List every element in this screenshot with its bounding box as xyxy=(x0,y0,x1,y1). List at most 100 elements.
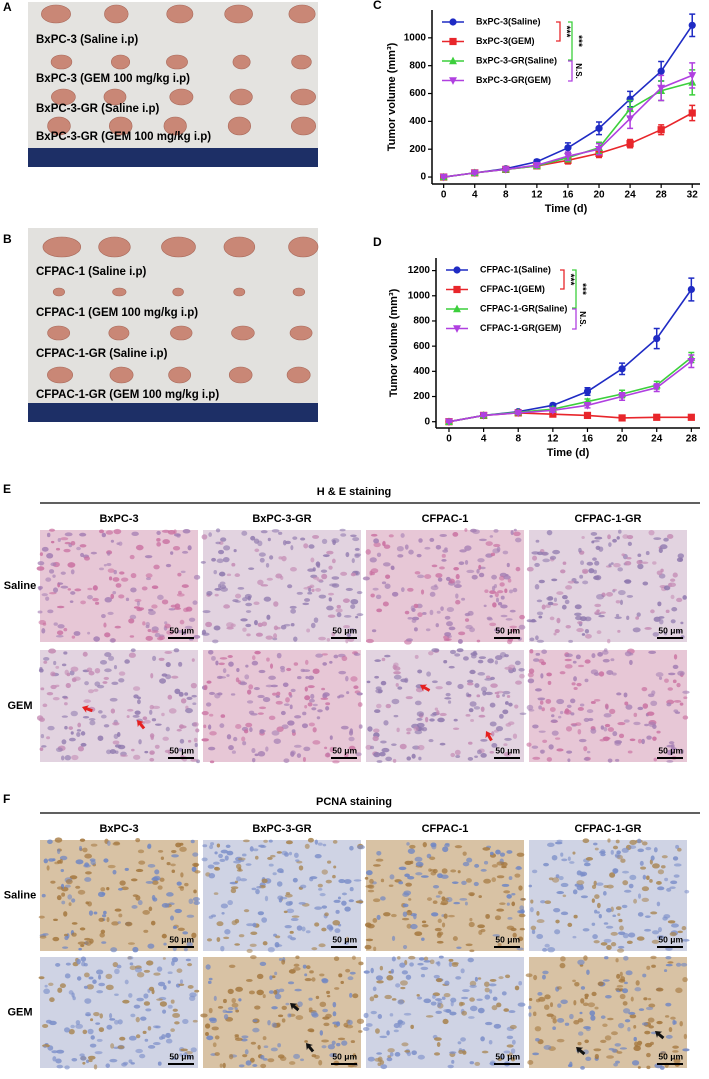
nucleus xyxy=(594,909,598,914)
nucleus xyxy=(611,1031,618,1036)
marker xyxy=(626,115,635,123)
nucleus xyxy=(437,717,445,723)
nucleus xyxy=(530,899,534,904)
nucleus xyxy=(682,938,690,942)
legend-label: CFPAC-1-GR(Saline) xyxy=(480,303,567,313)
nucleus xyxy=(45,1019,52,1024)
nucleus xyxy=(453,901,461,905)
tumor xyxy=(108,325,130,341)
ruler xyxy=(28,148,318,167)
significance-label: *** xyxy=(576,283,587,295)
nucleus xyxy=(205,621,213,628)
column-header: BxPC-3 xyxy=(99,513,138,525)
nucleus xyxy=(583,1026,591,1030)
nucleus xyxy=(206,938,213,942)
nucleus xyxy=(623,719,630,723)
nucleus xyxy=(496,875,505,879)
nucleus xyxy=(375,686,382,690)
nucleus xyxy=(503,1008,509,1012)
nucleus xyxy=(192,897,200,902)
nucleus xyxy=(374,675,379,679)
nucleus xyxy=(600,1039,607,1044)
nucleus xyxy=(322,843,327,847)
nucleus xyxy=(192,600,198,605)
nucleus xyxy=(87,1028,94,1035)
nucleus xyxy=(615,600,621,604)
nucleus xyxy=(148,986,155,992)
nucleus xyxy=(629,738,636,742)
nucleus xyxy=(348,730,354,736)
nucleus xyxy=(441,868,448,874)
nucleus xyxy=(46,865,50,871)
nucleus xyxy=(431,680,438,684)
nucleus xyxy=(234,943,241,946)
nucleus xyxy=(666,749,675,756)
nucleus xyxy=(321,927,327,932)
nucleus xyxy=(357,702,363,707)
nucleus xyxy=(448,626,456,631)
y-tick-label: 800 xyxy=(409,60,426,71)
nucleus xyxy=(616,536,620,540)
nucleus xyxy=(318,1059,323,1066)
nucleus xyxy=(180,570,186,574)
nucleus xyxy=(469,949,475,953)
nucleus xyxy=(489,851,494,856)
nucleus xyxy=(556,591,564,595)
nucleus xyxy=(329,1053,337,1058)
nucleus xyxy=(321,1045,327,1049)
nucleus xyxy=(282,539,287,546)
nucleus xyxy=(245,623,252,628)
nucleus xyxy=(499,902,506,905)
nucleus xyxy=(393,671,401,675)
nucleus xyxy=(304,695,311,701)
nucleus xyxy=(137,900,143,906)
nucleus xyxy=(348,745,356,751)
nucleus xyxy=(84,681,89,686)
nucleus xyxy=(234,593,242,599)
nucleus xyxy=(307,675,315,680)
nucleus xyxy=(650,855,655,861)
panel-title: H & E staining xyxy=(317,486,392,498)
micrograph: 50 μm xyxy=(36,648,200,764)
nucleus xyxy=(565,585,573,590)
nucleus xyxy=(44,984,48,988)
nucleus xyxy=(249,846,254,852)
nucleus xyxy=(418,538,423,543)
nucleus xyxy=(190,682,197,689)
nucleus xyxy=(670,880,678,885)
nucleus xyxy=(135,868,144,873)
nucleus xyxy=(495,597,500,603)
nucleus xyxy=(373,538,380,544)
legend-marker xyxy=(449,37,457,46)
nucleus xyxy=(137,849,145,854)
tumor xyxy=(288,236,319,258)
nucleus xyxy=(480,686,488,692)
nucleus xyxy=(258,844,265,848)
nucleus xyxy=(289,567,297,572)
nucleus xyxy=(528,998,533,1002)
nucleus xyxy=(262,696,271,703)
nucleus xyxy=(64,1065,70,1070)
nucleus xyxy=(281,1005,287,1010)
nucleus xyxy=(209,1018,217,1024)
nucleus xyxy=(527,672,534,678)
nucleus xyxy=(437,1002,441,1008)
marker xyxy=(532,161,541,170)
nucleus xyxy=(520,897,526,901)
nucleus xyxy=(492,934,500,937)
nucleus xyxy=(494,591,499,598)
nucleus xyxy=(267,1058,275,1063)
nucleus xyxy=(443,992,451,998)
nucleus xyxy=(516,947,524,951)
nucleus xyxy=(69,875,78,880)
nucleus xyxy=(54,837,63,843)
nucleus xyxy=(249,727,253,733)
nucleus xyxy=(546,672,552,677)
nucleus xyxy=(648,1025,654,1029)
nucleus xyxy=(429,856,436,861)
x-tick-label: 12 xyxy=(531,190,543,201)
nucleus xyxy=(533,974,538,981)
tumor xyxy=(166,54,188,70)
nucleus xyxy=(349,886,354,892)
nucleus xyxy=(276,626,281,630)
